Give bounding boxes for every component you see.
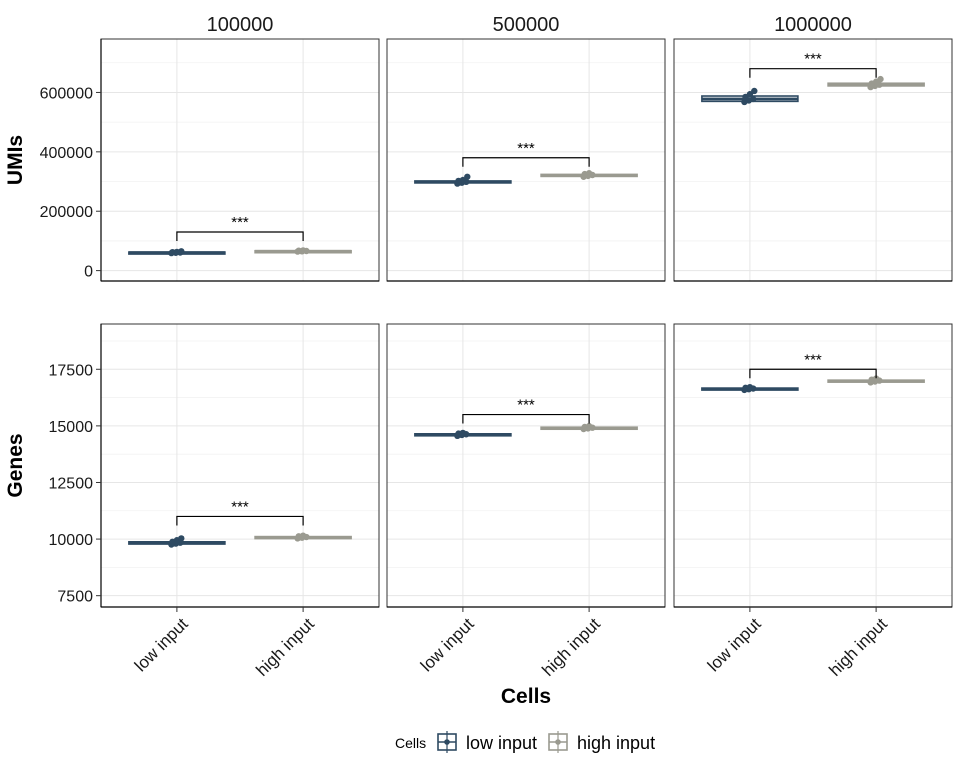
x-tick-label-500000-high-input: high input bbox=[538, 614, 604, 680]
data-point bbox=[459, 429, 467, 437]
y-tick-label-genes-0: 7500 bbox=[57, 589, 93, 606]
significance-label: *** bbox=[517, 140, 535, 157]
data-point bbox=[877, 75, 884, 83]
data-point bbox=[585, 170, 593, 177]
panel-genes-500000: *** bbox=[386, 323, 666, 608]
legend-key-low-input bbox=[437, 731, 457, 753]
x-axes: low input high input low input high input lo… bbox=[131, 607, 891, 680]
significance-bracket bbox=[462, 413, 590, 424]
legend-title: Cells bbox=[395, 735, 426, 751]
panel-background bbox=[387, 39, 665, 281]
y-tick-label-genes-4: 17500 bbox=[49, 362, 94, 379]
panel-genes-100000: *** bbox=[100, 323, 380, 608]
significance-bracket bbox=[176, 515, 304, 526]
y-axis-title-umis: UMIs bbox=[4, 135, 27, 185]
data-point bbox=[751, 87, 758, 95]
x-tick-label-500000-low-input: low input bbox=[417, 614, 478, 675]
data-point bbox=[585, 422, 593, 430]
facet-title-500000: 500000 bbox=[493, 14, 560, 36]
facet-titles: 100000 500000 1000000 bbox=[207, 14, 852, 36]
box-high-input bbox=[540, 170, 638, 180]
data-point bbox=[746, 383, 754, 391]
legend-label-high-input: high input bbox=[577, 733, 655, 753]
box-low-input bbox=[414, 429, 512, 440]
data-point bbox=[178, 535, 185, 542]
y-axis-title-genes: Genes bbox=[4, 433, 27, 497]
panel-background bbox=[674, 324, 952, 607]
box-high-input bbox=[827, 375, 925, 386]
x-tick-label-1000000-low-input: low input bbox=[704, 614, 765, 675]
box-high-input bbox=[827, 75, 925, 91]
panel-background bbox=[101, 39, 379, 281]
significance-bracket bbox=[176, 231, 304, 242]
box-high-input bbox=[540, 422, 638, 433]
box-low-input bbox=[701, 383, 799, 394]
panel-umis-500000: *** bbox=[386, 38, 666, 282]
significance-label: *** bbox=[517, 397, 535, 414]
box-low-input bbox=[414, 173, 512, 187]
y-tick-label-umis-1: 200000 bbox=[40, 204, 93, 221]
significance-label: *** bbox=[804, 351, 822, 368]
y-tick-label-genes-2: 12500 bbox=[49, 475, 94, 492]
panel-background bbox=[101, 324, 379, 607]
data-point bbox=[464, 173, 471, 180]
significance-bracket bbox=[749, 368, 877, 379]
panels: *** *** *** *** *** *** bbox=[100, 38, 953, 608]
box-high-input bbox=[254, 247, 352, 255]
panel-background bbox=[387, 324, 665, 607]
y-tick-label-genes-3: 15000 bbox=[49, 419, 94, 436]
x-tick-label-100000-high-input: high input bbox=[252, 614, 318, 680]
x-tick-label-1000000-high-input: high input bbox=[825, 614, 891, 680]
y-tick-label-umis-3: 600000 bbox=[40, 85, 93, 102]
data-point bbox=[299, 532, 307, 539]
data-point bbox=[872, 375, 880, 382]
box-low-input bbox=[128, 535, 226, 548]
x-axis-title: Cells bbox=[501, 685, 551, 708]
facet-title-100000: 100000 bbox=[207, 14, 274, 36]
facet-title-1000000: 1000000 bbox=[774, 14, 852, 36]
legend-key-high-input bbox=[548, 731, 568, 753]
data-point bbox=[459, 176, 467, 184]
box-low-input bbox=[701, 87, 799, 106]
significance-label: *** bbox=[804, 51, 822, 68]
y-tick-label-umis-0: 0 bbox=[84, 264, 93, 281]
panel-genes-1000000: *** bbox=[673, 323, 953, 608]
y-tick-label-umis-2: 400000 bbox=[40, 145, 93, 162]
y-axes: UMIs 0 200000 400000 600000 Genes 7500 10000 125… bbox=[4, 85, 101, 606]
legend-label-low-input: low input bbox=[466, 733, 537, 753]
panel-background bbox=[674, 39, 952, 281]
data-point bbox=[178, 248, 185, 255]
box-high-input bbox=[254, 532, 352, 542]
x-tick-label-100000-low-input: low input bbox=[131, 614, 192, 675]
data-point bbox=[746, 91, 754, 98]
box-low-input bbox=[128, 248, 226, 257]
significance-label: *** bbox=[231, 498, 249, 515]
data-point bbox=[749, 95, 757, 103]
significance-bracket bbox=[749, 68, 877, 78]
y-tick-label-genes-1: 10000 bbox=[49, 532, 94, 549]
significance-label: *** bbox=[231, 214, 249, 231]
data-point bbox=[299, 247, 307, 254]
legend: Cells low input high input bbox=[395, 731, 655, 753]
panel-umis-1000000: *** bbox=[673, 38, 953, 282]
panel-umis-100000: *** bbox=[100, 38, 380, 282]
significance-bracket bbox=[462, 157, 590, 167]
